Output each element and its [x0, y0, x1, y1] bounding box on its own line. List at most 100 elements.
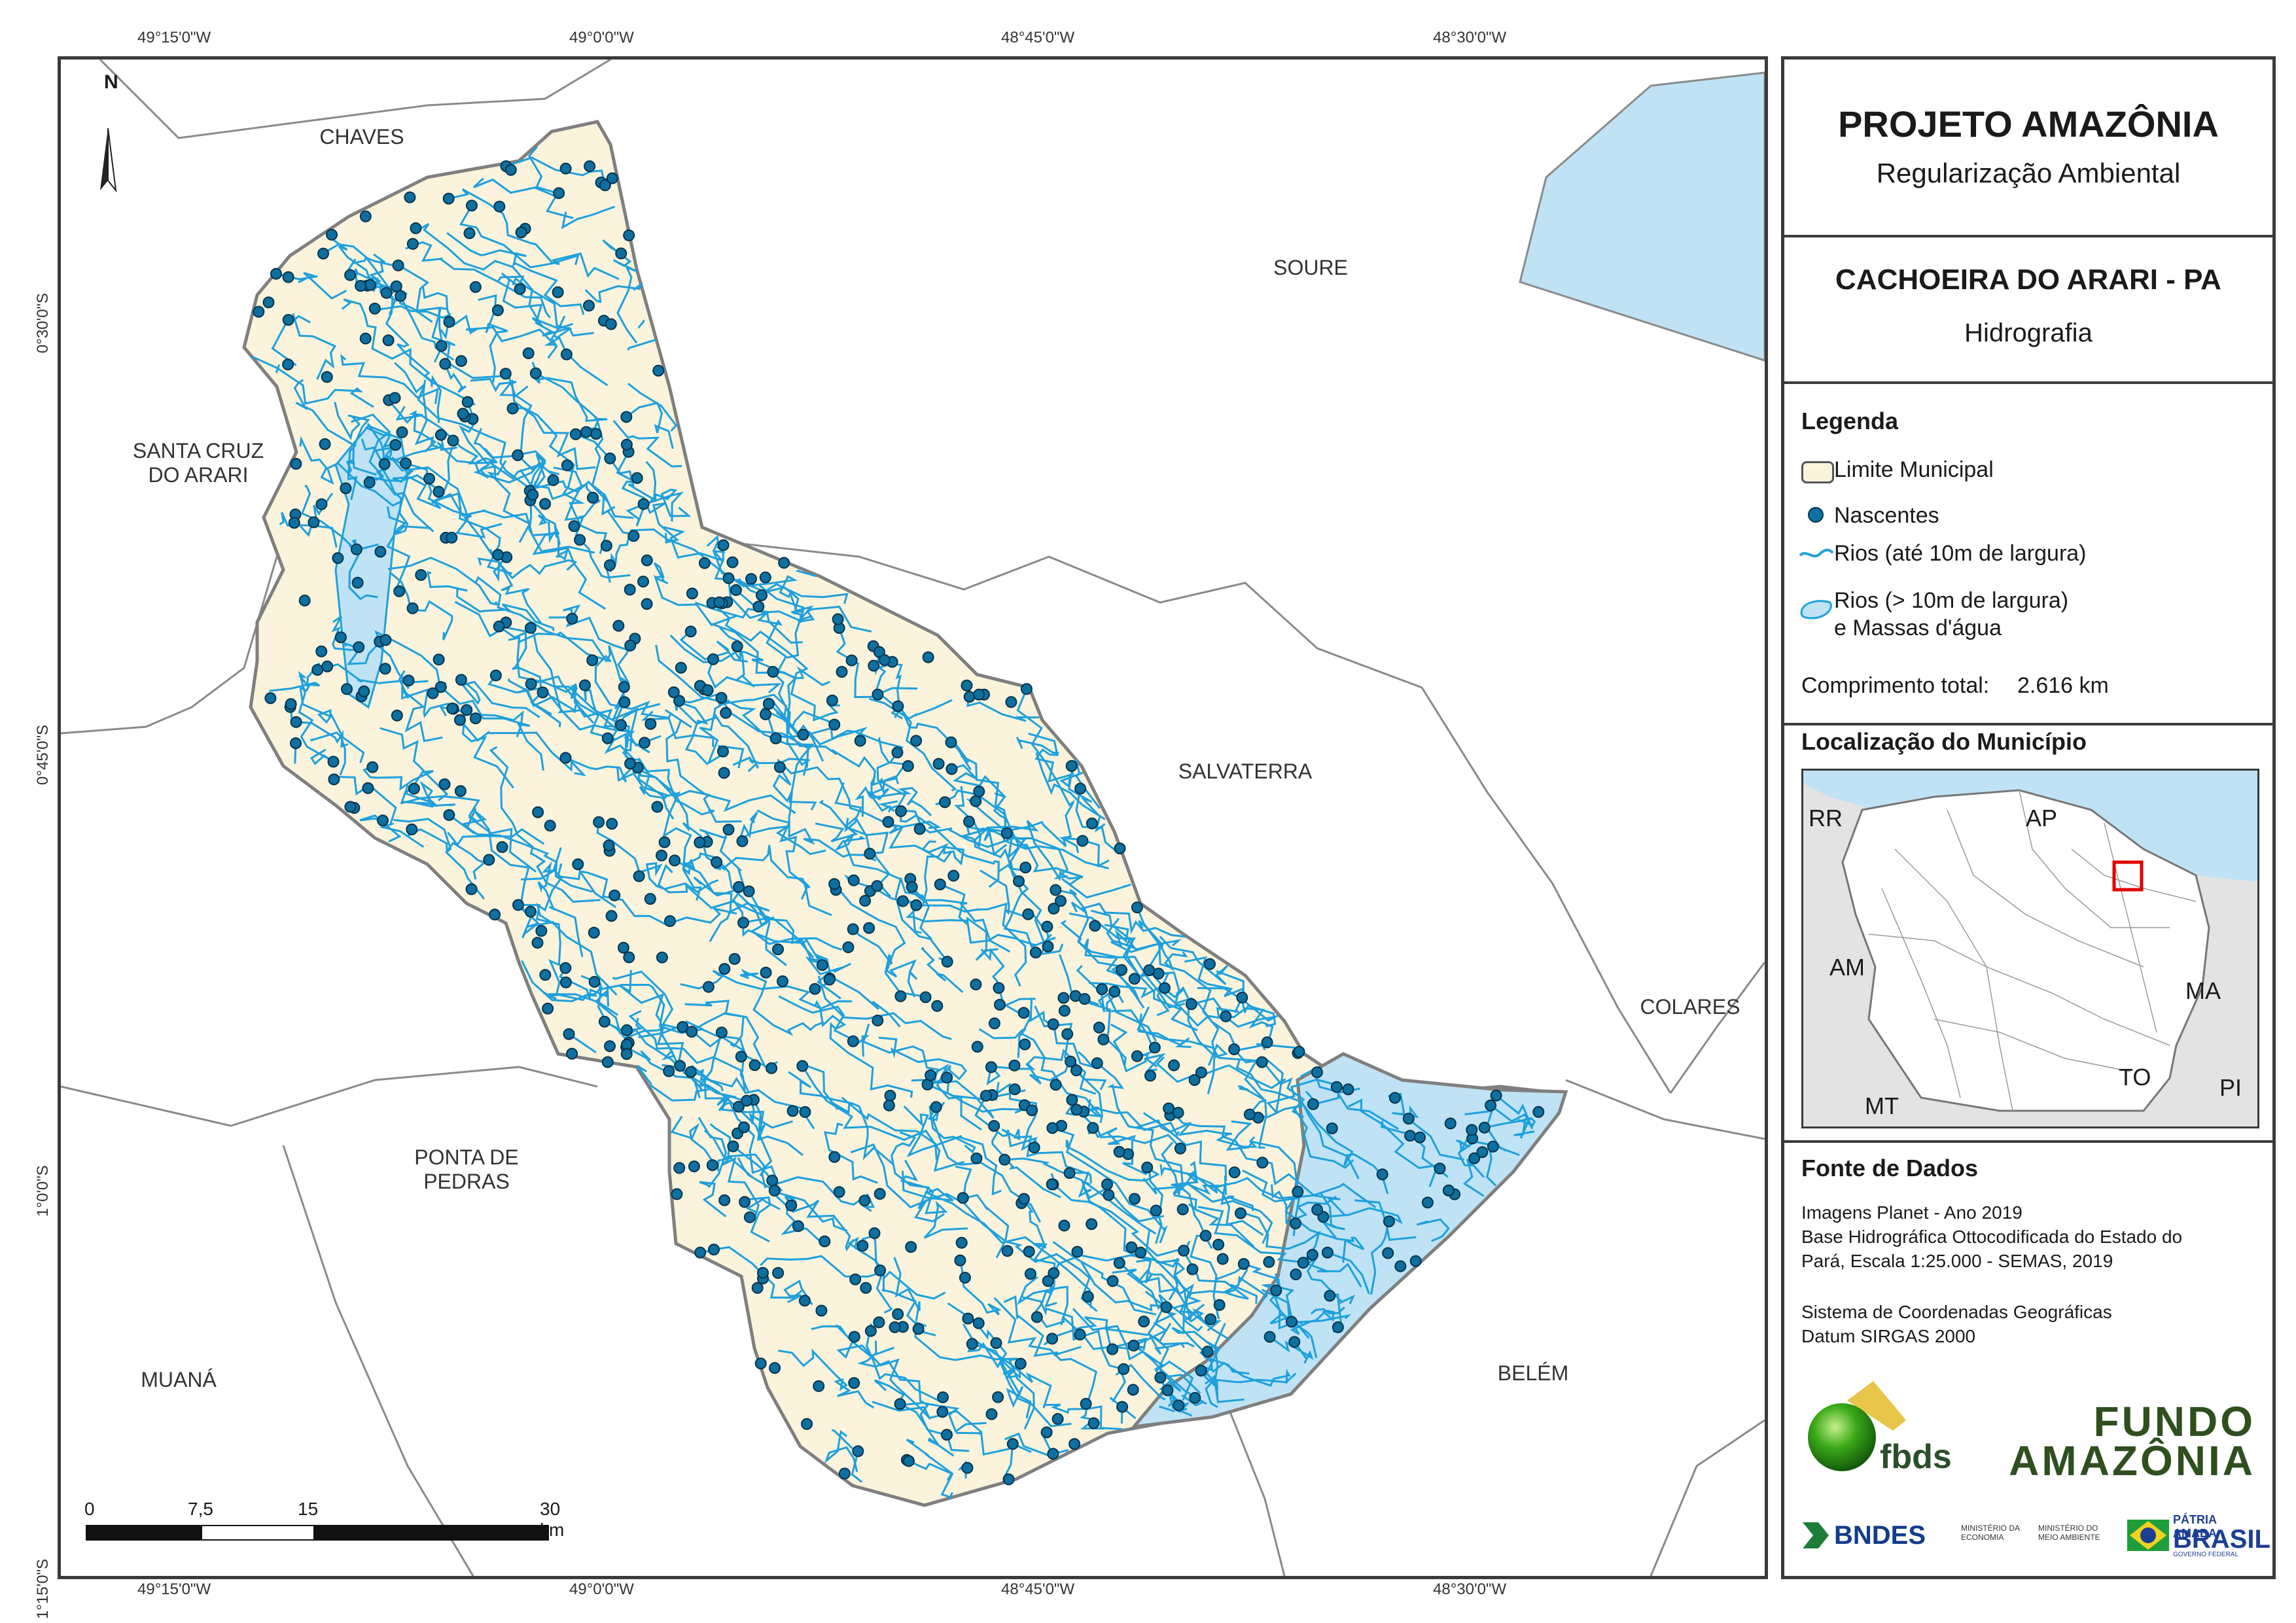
- label-salvaterra: SALVATERRA: [1178, 759, 1313, 783]
- river-segment: [347, 258, 433, 323]
- river-segment: [1138, 1013, 1192, 1048]
- spring-point: [1086, 817, 1098, 829]
- spring-point: [1186, 1263, 1199, 1276]
- boundary-chaves: [99, 60, 611, 139]
- project-title: PROJETO AMAZÔNIA: [1838, 103, 2219, 145]
- river-segment: [628, 1009, 746, 1091]
- river-segment: [580, 975, 764, 1067]
- map-frame[interactable]: N CHAVES SOURE SANTA CRUZ DO ARARI SALVA…: [58, 56, 1768, 1579]
- spring-point: [1383, 1215, 1395, 1228]
- spring-point: [756, 589, 768, 601]
- spring-point: [539, 498, 551, 510]
- scale-label-30: 30 km: [540, 1499, 565, 1540]
- spring-point: [539, 969, 552, 981]
- spring-point: [514, 283, 526, 295]
- spring-point: [1076, 835, 1089, 847]
- spring-point: [883, 1099, 895, 1111]
- river-segment: [391, 456, 427, 487]
- spring-point: [433, 485, 445, 498]
- legend-label-nascentes: Nascentes: [1834, 503, 1939, 528]
- river-segment: [444, 363, 467, 393]
- spring-point: [583, 300, 595, 312]
- spring-point: [377, 814, 389, 827]
- river-segment: [626, 461, 684, 527]
- spring-point: [1243, 1108, 1256, 1121]
- spring-point: [1086, 1218, 1098, 1230]
- state-mt: MT: [1865, 1092, 1899, 1119]
- spring-point: [868, 659, 880, 672]
- spring-point: [757, 1266, 769, 1279]
- spring-point: [1103, 1189, 1115, 1201]
- spring-point: [492, 549, 504, 561]
- spring-point: [760, 708, 771, 720]
- river-segment: [991, 1130, 1061, 1198]
- spring-point: [1154, 1371, 1167, 1384]
- legend-label-limite: Limite Municipal: [1834, 457, 1994, 482]
- spring-point: [892, 1308, 904, 1320]
- spring-point: [344, 801, 357, 813]
- spring-point: [736, 835, 749, 847]
- spring-point: [767, 666, 779, 678]
- spring-point: [1017, 1007, 1030, 1019]
- spring-point: [620, 1048, 633, 1060]
- spring-point: [443, 809, 455, 821]
- river-segment: [1022, 1296, 1137, 1420]
- spring-point: [961, 679, 973, 691]
- spring-point: [726, 556, 739, 568]
- spring-point: [559, 962, 572, 974]
- spring-point: [644, 893, 656, 905]
- spring-point: [673, 695, 686, 707]
- river-segment: [772, 766, 877, 858]
- spring-point: [1019, 862, 1032, 874]
- coord-top-4: 48°30'0"W: [1433, 29, 1507, 46]
- spring-point: [768, 1185, 781, 1196]
- spring-point: [525, 905, 537, 918]
- spring-point: [637, 498, 650, 510]
- spring-point: [766, 1174, 779, 1187]
- spring-point: [688, 1161, 700, 1172]
- spring-point: [778, 557, 790, 569]
- spring-point: [1414, 1131, 1426, 1143]
- river-segment: [1069, 912, 1198, 1032]
- river-segment: [477, 557, 578, 582]
- river-segment: [361, 438, 503, 538]
- river-segment: [908, 1460, 954, 1499]
- spring-point: [694, 1246, 707, 1259]
- spring-point: [285, 698, 297, 710]
- spring-point: [955, 1236, 968, 1249]
- spring-point: [600, 540, 612, 552]
- spring-point: [1150, 1204, 1162, 1217]
- spring-point: [593, 816, 605, 828]
- spring-point: [282, 314, 294, 326]
- river-segment: [673, 691, 715, 747]
- spring-point: [701, 684, 714, 697]
- spring-point: [584, 160, 596, 173]
- spring-point: [1070, 1104, 1083, 1116]
- spring-point: [718, 963, 731, 975]
- spring-point: [1002, 1473, 1015, 1486]
- spring-point: [658, 836, 671, 848]
- spring-point: [586, 491, 599, 504]
- spring-point: [1161, 1384, 1174, 1397]
- spring-point: [605, 910, 618, 922]
- spring-point: [715, 691, 728, 704]
- river-segment: [1238, 1210, 1321, 1259]
- spring-point: [1485, 1099, 1497, 1111]
- river-segment: [626, 402, 674, 449]
- spring-point: [722, 572, 735, 584]
- river-segment: [323, 243, 451, 340]
- sources-text-1: Imagens Planet - Ano 2019 Base Hidrográf…: [1801, 1202, 2183, 1271]
- river-segment: [928, 1106, 976, 1154]
- river-segment: [951, 763, 1028, 849]
- river-segment: [1416, 1218, 1450, 1242]
- spring-point: [1082, 1291, 1094, 1303]
- spring-point: [1163, 1102, 1175, 1115]
- spring-point: [1434, 1162, 1446, 1175]
- spring-point: [1532, 1106, 1545, 1118]
- spring-point: [1228, 1043, 1241, 1055]
- spring-point: [1125, 1241, 1138, 1253]
- spring-point: [1046, 1333, 1058, 1345]
- spring-point: [1029, 947, 1042, 959]
- spring-point: [813, 1380, 825, 1392]
- spring-point: [941, 1072, 953, 1084]
